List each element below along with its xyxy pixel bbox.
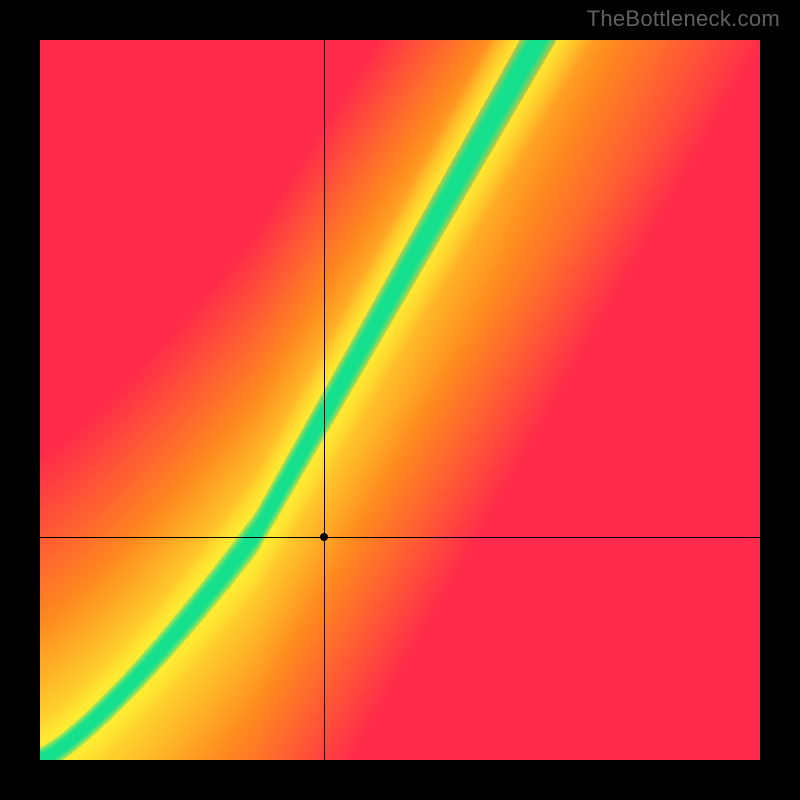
crosshair-vertical (324, 40, 325, 760)
heatmap-canvas (40, 40, 760, 760)
watermark-text: TheBottleneck.com (587, 6, 780, 32)
chart-container: TheBottleneck.com (0, 0, 800, 800)
heatmap-plot-area (40, 40, 760, 760)
crosshair-marker (320, 533, 328, 541)
crosshair-horizontal (40, 537, 760, 538)
